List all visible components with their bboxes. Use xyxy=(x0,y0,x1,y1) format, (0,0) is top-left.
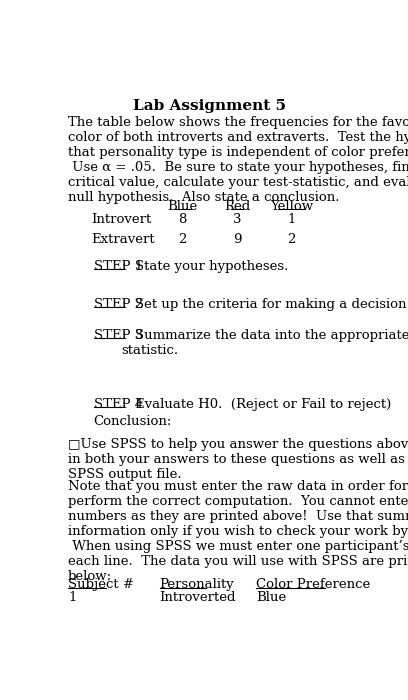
Text: STEP 4: STEP 4 xyxy=(93,398,143,411)
Text: Red: Red xyxy=(224,199,250,213)
Text: Subject #: Subject # xyxy=(68,578,134,592)
Text: Blue: Blue xyxy=(256,591,287,603)
Text: :  Set up the criteria for making a decision: : Set up the criteria for making a decis… xyxy=(122,298,406,311)
Text: Conclusion:: Conclusion: xyxy=(93,415,172,428)
Text: 1: 1 xyxy=(68,591,76,603)
Text: 8: 8 xyxy=(179,214,187,226)
Text: 3: 3 xyxy=(233,214,241,226)
Text: 9: 9 xyxy=(233,233,241,246)
Text: Personality: Personality xyxy=(160,578,234,592)
Text: Yellow: Yellow xyxy=(270,199,313,213)
Text: Note that you must enter the raw data in order for SPSS to
perform the correct c: Note that you must enter the raw data in… xyxy=(68,480,408,583)
Text: STEP 2: STEP 2 xyxy=(93,298,143,311)
Text: Introvert: Introvert xyxy=(91,214,151,226)
Text: Extravert: Extravert xyxy=(91,233,155,246)
Text: :  Summarize the data into the appropriate test-
statistic.: : Summarize the data into the appropriat… xyxy=(122,329,408,357)
Text: □Use SPSS to help you answer the questions above.  Turn
in both your answers to : □Use SPSS to help you answer the questio… xyxy=(68,438,408,481)
Text: Lab Assignment 5: Lab Assignment 5 xyxy=(133,99,286,113)
Text: :  Evaluate H0.  (Reject or Fail to reject): : Evaluate H0. (Reject or Fail to reject… xyxy=(122,398,391,411)
Text: STEP 1: STEP 1 xyxy=(93,260,143,272)
Text: 2: 2 xyxy=(287,233,295,246)
Text: 1: 1 xyxy=(287,214,295,226)
Text: :  State your hypotheses.: : State your hypotheses. xyxy=(122,260,288,272)
Text: STEP 3: STEP 3 xyxy=(93,329,143,342)
Text: Color Preference: Color Preference xyxy=(256,578,370,592)
Text: 2: 2 xyxy=(179,233,187,246)
Text: The table below shows the frequencies for the favorite
color of both introverts : The table below shows the frequencies fo… xyxy=(68,116,408,204)
Text: Introverted: Introverted xyxy=(160,591,236,603)
Text: Blue: Blue xyxy=(168,199,198,213)
